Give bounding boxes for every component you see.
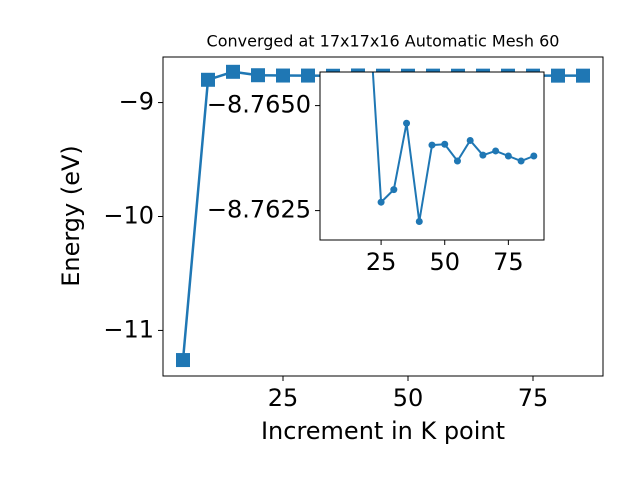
x-tick-label: 25 <box>366 248 397 276</box>
y-tick-label: −10 <box>103 202 154 230</box>
axes-frame <box>319 71 545 241</box>
marker <box>201 72 215 87</box>
y-tick-label: −8.7650 <box>207 91 311 119</box>
y-tick-label: −9 <box>119 88 154 116</box>
marker <box>551 68 565 83</box>
marker <box>466 136 474 144</box>
x-tick-label: 50 <box>393 384 424 412</box>
marker <box>576 68 590 83</box>
marker <box>251 68 265 83</box>
marker <box>403 119 411 127</box>
x-tick-label: 25 <box>268 384 299 412</box>
marker <box>517 157 525 165</box>
marker <box>453 157 461 165</box>
x-tick-label: 75 <box>518 384 549 412</box>
axes-frame <box>162 56 604 377</box>
x-axis-label: Increment in K point <box>261 417 505 445</box>
x-tick-label: 75 <box>493 248 524 276</box>
x-tick-label: 50 <box>429 248 460 276</box>
plot-area <box>365 0 538 226</box>
marker <box>504 152 512 160</box>
marker <box>301 68 315 83</box>
marker <box>492 147 500 155</box>
marker <box>390 186 398 194</box>
marker <box>441 140 449 148</box>
marker <box>276 68 290 83</box>
marker <box>415 218 423 226</box>
chart-title: Converged at 17x17x16 Automatic Mesh 60 <box>207 32 560 51</box>
marker <box>176 353 190 368</box>
y-tick-label: −11 <box>103 315 154 343</box>
marker <box>226 64 240 79</box>
y-tick-label: −8.7625 <box>207 196 311 224</box>
marker <box>365 0 372 4</box>
marker <box>377 198 385 206</box>
y-axis-label: Energy (eV) <box>57 145 85 287</box>
marker <box>428 141 436 149</box>
marker <box>530 152 538 160</box>
marker <box>479 151 487 159</box>
